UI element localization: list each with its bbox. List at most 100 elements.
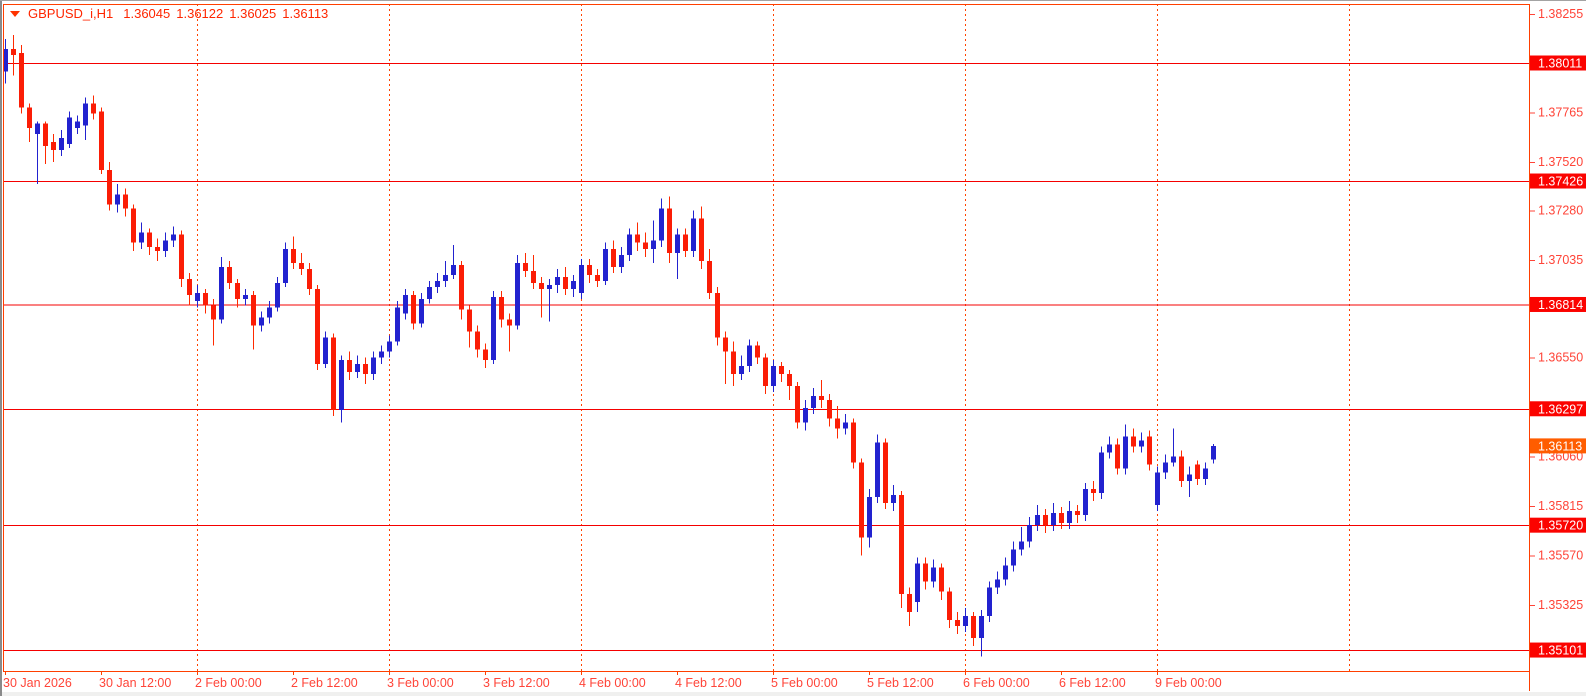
x-axis-date-label: 4 Feb 00:00 xyxy=(579,676,646,690)
candle-body-bear xyxy=(595,275,600,282)
candle-body-bull xyxy=(915,563,920,602)
candle-body-bull xyxy=(139,232,144,243)
candle-body-bull xyxy=(3,49,8,72)
candle-body-bear xyxy=(851,422,856,463)
candle-body-bull xyxy=(75,121,80,128)
candle-body-bear xyxy=(947,591,952,620)
candle-body-bull xyxy=(419,299,424,324)
candle-body-bear xyxy=(707,260,712,294)
candle-body-bull xyxy=(1003,565,1008,580)
candle-body-bull xyxy=(1171,456,1176,463)
candle-body-bear xyxy=(587,264,592,276)
candle-body-bear xyxy=(211,305,216,320)
candle-body-bear xyxy=(299,262,304,269)
candle-body-bear xyxy=(51,141,56,150)
candle-body-bull xyxy=(931,567,936,582)
candle-body-bull xyxy=(619,254,624,267)
candle-body-bear xyxy=(723,337,728,352)
candle-body-bull xyxy=(67,117,72,144)
chart-title-bar: GBPUSD_i,H1 1.36045 1.36122 1.36025 1.36113 xyxy=(10,6,328,36)
y-axis-tick-label: 1.35570 xyxy=(1538,548,1583,562)
candle-body-bear xyxy=(1075,511,1080,516)
candle-body-bear xyxy=(763,357,768,386)
candle-body-bull xyxy=(275,283,280,308)
candle-body-bear xyxy=(91,103,96,114)
y-axis-tick-label: 1.37280 xyxy=(1538,203,1583,217)
candle-body-bear xyxy=(531,270,536,284)
candle-body-bull xyxy=(267,307,272,318)
candle-body-bull xyxy=(443,275,448,282)
candle-body-bear xyxy=(523,262,528,271)
candle-body-bull xyxy=(1019,541,1024,550)
candle-body-bull xyxy=(987,587,992,616)
candle-body-bull xyxy=(891,494,896,503)
candle-body-bear xyxy=(1059,513,1064,524)
y-axis-tick-label: 1.35325 xyxy=(1538,598,1583,612)
y-axis-tick-label: 1.35815 xyxy=(1538,499,1583,513)
ohlc-low-value: 1.36025 xyxy=(229,6,277,21)
candle-body-bear xyxy=(227,266,232,284)
price-level-badge xyxy=(1530,401,1586,417)
candle-body-bear xyxy=(683,234,688,251)
candle-body-bull xyxy=(675,234,680,253)
candle-body-bear xyxy=(107,170,112,205)
candle-body-bear xyxy=(459,264,464,310)
price-level-badge-label: 1.38011 xyxy=(1538,57,1582,71)
candle-body-bear xyxy=(667,208,672,253)
candle-body-bear xyxy=(179,234,184,280)
candle-body-bull xyxy=(1163,462,1168,473)
ohlc-open-value: 1.36045 xyxy=(123,6,171,21)
candle-body-bear xyxy=(363,363,368,374)
candle-body-bull xyxy=(219,266,224,320)
x-axis-date-label: 30 Jan 12:00 xyxy=(99,676,171,690)
candle-body-bear xyxy=(699,218,704,261)
candle-body-bull xyxy=(1027,525,1032,542)
candle-body-bear xyxy=(563,277,568,290)
candle-body-bull xyxy=(1203,468,1208,479)
candle-body-bear xyxy=(507,319,512,326)
x-axis-date-label: 5 Feb 00:00 xyxy=(771,676,838,690)
candle-body-bear xyxy=(923,563,928,582)
candle-body-bull xyxy=(603,248,608,282)
y-axis-tick-label: 1.38255 xyxy=(1538,7,1583,21)
candle-body-bear xyxy=(99,111,104,171)
candle-body-bear xyxy=(883,442,888,503)
price-level-badge-label: 1.35101 xyxy=(1538,644,1583,658)
candle-body-bear xyxy=(955,619,960,627)
candle-body-bear xyxy=(483,349,488,360)
price-level-badge-label: 1.36297 xyxy=(1538,402,1583,416)
candle-body-bear xyxy=(611,248,616,267)
candle-body-bear xyxy=(11,49,16,56)
candle-body-bear xyxy=(467,309,472,332)
candle-body-bull xyxy=(243,295,248,300)
candle-body-bear xyxy=(787,373,792,386)
y-axis-tick-label: 1.37035 xyxy=(1538,253,1583,267)
candle-body-bull xyxy=(1051,513,1056,526)
candle-body-bear xyxy=(307,268,312,290)
candle-body-bear xyxy=(939,567,944,592)
candle-body-bear xyxy=(779,365,784,374)
x-axis-date-label: 3 Feb 12:00 xyxy=(483,676,550,690)
candle-body-bull xyxy=(171,234,176,241)
y-axis-tick-label: 1.36550 xyxy=(1538,351,1583,365)
candle-body-bull xyxy=(979,615,984,639)
candle-body-bull xyxy=(115,194,120,205)
candle-body-bull xyxy=(811,396,816,409)
symbol-dropdown-icon[interactable] xyxy=(10,11,20,17)
chart-symbol-period: GBPUSD_i,H1 xyxy=(28,6,114,21)
candle-body-bull xyxy=(1123,436,1128,469)
candle-body-bull xyxy=(1099,452,1104,493)
candle-body-bull xyxy=(739,365,744,374)
candle-body-bull xyxy=(83,103,88,126)
candle-body-bear xyxy=(1043,515,1048,526)
candle-body-bear xyxy=(1131,436,1136,447)
candle-body-bull xyxy=(195,293,200,302)
candle-body-bear xyxy=(1179,456,1184,481)
candle-body-bull xyxy=(339,359,344,411)
candle-body-bear xyxy=(475,331,480,350)
candle-body-bear xyxy=(291,248,296,263)
ohlc-high-value: 1.36122 xyxy=(176,6,224,21)
candle-body-bull xyxy=(163,240,168,251)
